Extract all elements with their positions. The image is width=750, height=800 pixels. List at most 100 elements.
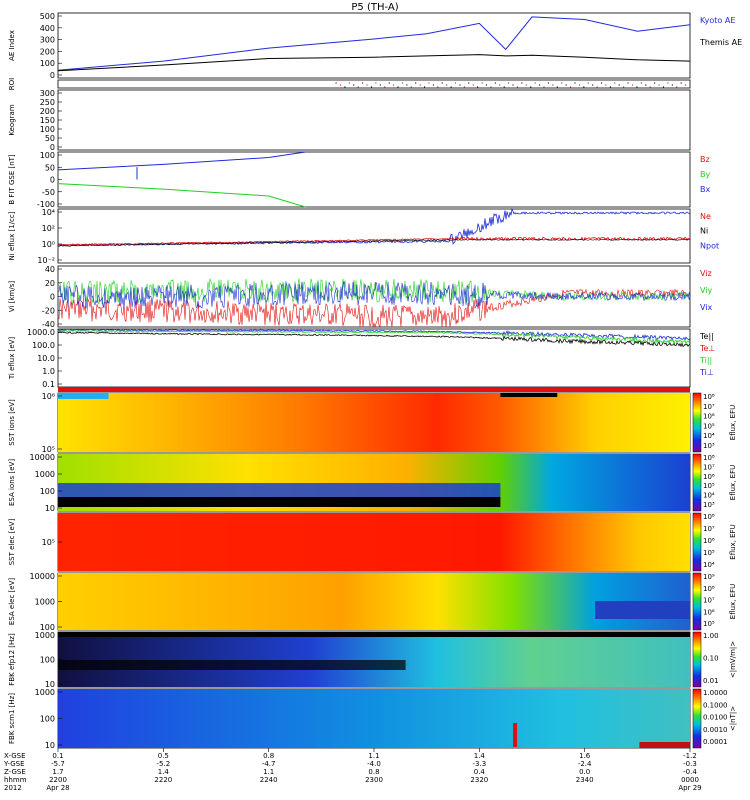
y-axis-label: ESA elec [eV] (8, 578, 16, 625)
colorbar-tick-label: 10⁵ (703, 620, 715, 628)
roi-marker (366, 84, 368, 86)
legend-entry: Viy (700, 286, 713, 295)
x-tick-label: Apr 28 (46, 784, 69, 792)
panel-frame (57, 151, 691, 208)
x-tick-label: -5.7 (51, 760, 65, 768)
x-tick-label: 0.4 (474, 768, 486, 776)
x-tick-label: -0.4 (683, 768, 697, 776)
y-tick-label: 400 (40, 24, 55, 33)
panel-fbk1: 1.00 0.10 0.01 <|mV/m|> 1000 100 10 FBK efp12 [… (8, 631, 737, 689)
y-tick-label: 1000 (35, 470, 55, 479)
roi-marker (450, 86, 452, 88)
roi-marker (578, 84, 581, 86)
y-tick-label: 0 (50, 71, 55, 80)
x-tick-label: 1.1 (368, 752, 379, 760)
legend-entry: Te|| (699, 332, 714, 341)
y-axis-label: AE Index (8, 30, 16, 61)
series-line-themis-ae (57, 54, 691, 72)
roi-marker (384, 86, 386, 88)
y-tick-label: 500 (40, 12, 55, 21)
colorbar-tick-label: 10⁹ (703, 573, 715, 581)
panel-frame (57, 12, 691, 79)
colorbar-tick-label: 1.0000 (703, 689, 728, 697)
x-tick-label: 2340 (576, 776, 594, 784)
y-tick-label: 0.1 (42, 380, 55, 389)
roi-marker (538, 84, 541, 86)
y-tick-label: 10⁵ (42, 538, 55, 547)
roi-marker (636, 86, 638, 88)
y-tick-label: -40 (42, 320, 55, 329)
y-tick-label: 10 (45, 741, 55, 750)
y-axis-label: SST ions [eV] (8, 399, 16, 446)
roi-marker (339, 84, 342, 86)
x-axis: X-GSEY-GSEZ-GSEhhmm20120.1-5.71.72200Apr… (3, 748, 702, 792)
spectrogram-band (58, 393, 109, 399)
roi-marker (477, 86, 479, 88)
y-tick-label: 100 (40, 59, 55, 68)
roi-marker (454, 82, 457, 84)
colorbar-tick-label: 0.01 (703, 677, 719, 685)
roi-marker (658, 84, 660, 86)
roi-marker (375, 82, 377, 84)
colorbar (692, 512, 702, 572)
colorbar-tick-label: 10⁴ (703, 561, 715, 569)
y-axis-label: FBK efp12 [Hz] (8, 633, 16, 686)
y-tick-label: 100 (40, 623, 55, 632)
x-tick-label: -5.2 (156, 760, 170, 768)
roi-marker (335, 82, 337, 84)
colorbar-tick-label: 0.0010 (703, 726, 728, 734)
y-axis-label: FBK scm1 [Hz] (8, 693, 16, 744)
roi-marker (631, 84, 634, 86)
colorbar-label: Eflux, EFU (729, 524, 737, 559)
series-line-ne (57, 236, 691, 246)
series-line-by (57, 183, 306, 208)
colorbar-tick-label: 10⁶ (703, 608, 715, 616)
panel-ae: 500 400 300 200 100 0 AE Index Kyoto AE Themis A… (8, 12, 742, 80)
x-tick-label: -1.2 (683, 752, 697, 760)
roi-marker (503, 86, 505, 88)
colorbar-tick-label: 10⁸ (703, 585, 715, 593)
y-tick-label: 250 (40, 98, 55, 107)
roi-marker (605, 84, 607, 86)
panel-frame (57, 328, 691, 388)
x-tick-label: 0.8 (368, 768, 379, 776)
y-tick-label: 100 (40, 656, 55, 665)
y-axis-label: Ti eflux [eV] (8, 337, 16, 381)
y-tick-label: 300 (40, 36, 55, 45)
panel-bfit: 100 50 0 -50 -100 B FIT GSE [nT] Bz By Bx (8, 151, 710, 209)
roi-marker (547, 82, 550, 84)
spectrogram-band (639, 742, 690, 748)
x-tick-label: 0.8 (263, 752, 274, 760)
spectrogram-fill (58, 393, 690, 452)
roi-marker (618, 84, 620, 86)
roi-marker (667, 82, 669, 84)
spectrogram-band (595, 601, 690, 619)
roi-marker (649, 86, 651, 88)
colorbar-tick-label: 10³ (703, 442, 715, 450)
roi-marker (654, 82, 656, 84)
colorbar-label: <|mV/m|> (729, 641, 737, 678)
roi-marker (392, 84, 395, 86)
colorbar-tick-label: 0.1000 (703, 701, 728, 709)
y-axis-label: SST elec [eV] (8, 518, 16, 565)
roi-marker (627, 82, 629, 84)
y-tick-label: 10000 (30, 453, 55, 462)
colorbar-label: Eflux, EFU (729, 584, 737, 619)
y-tick-label: -50 (42, 188, 55, 197)
y-axis-label: ESA ions [eV] (8, 459, 16, 506)
series-line-vix (57, 281, 691, 309)
legend-entry: Te⊥ (699, 344, 715, 353)
roi-marker (423, 86, 426, 88)
legend-entry: Vix (700, 303, 713, 312)
x-tick-label: 0000 (681, 776, 699, 784)
colorbar-tick-label: 1.00 (703, 632, 719, 640)
roi-marker (508, 82, 510, 84)
x-axis-row-label: X-GSE (4, 752, 26, 760)
y-tick-label: 1000 (35, 598, 55, 607)
colorbar-label: <|nT|> (729, 706, 737, 731)
y-tick-label: 10.0 (37, 354, 55, 363)
